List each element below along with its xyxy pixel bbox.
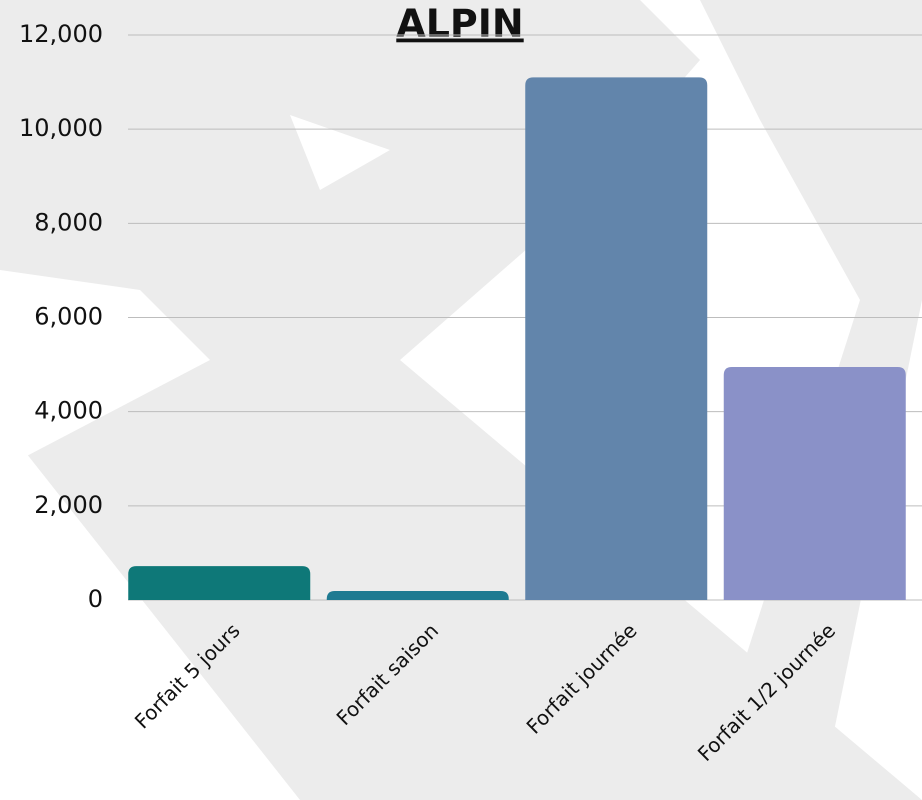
background-shape	[0, 270, 210, 470]
y-tick-label: 0	[88, 585, 103, 613]
y-tick-label: 12,000	[19, 20, 103, 48]
chart-title: ALPIN	[396, 2, 523, 46]
bar	[326, 591, 509, 600]
y-tick-label: 8,000	[34, 208, 103, 236]
bar	[525, 77, 708, 600]
y-tick-label: 10,000	[19, 114, 103, 142]
bar	[128, 566, 311, 600]
y-tick-label: 4,000	[34, 397, 103, 425]
y-tick-label: 6,000	[34, 303, 103, 331]
background-shape	[290, 115, 390, 190]
background-shape	[700, 0, 922, 800]
y-tick-label: 2,000	[34, 491, 103, 519]
bar	[723, 366, 906, 600]
